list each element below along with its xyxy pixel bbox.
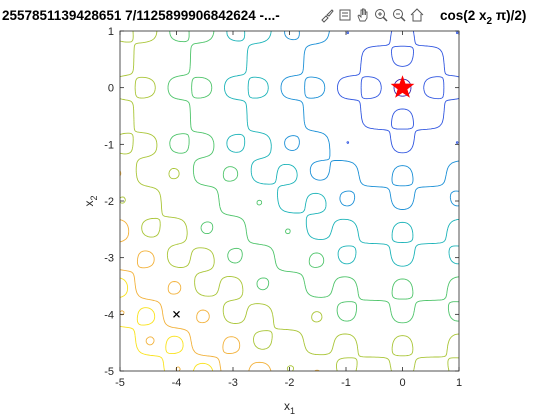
pan-hand-icon: [357, 8, 368, 22]
y-tick-label: -2: [104, 196, 114, 208]
home-button[interactable]: [408, 4, 426, 26]
brush-button[interactable]: [318, 4, 336, 26]
markers: [173, 75, 415, 318]
x-tick-label: -2: [285, 377, 295, 389]
y-tick-label: -5: [104, 366, 114, 378]
data-tips-icon: [339, 9, 351, 21]
data-tips-button[interactable]: [336, 4, 354, 26]
x-tick-label: -4: [172, 377, 182, 389]
y-tick-label: 0: [108, 83, 114, 95]
pan-button[interactable]: [354, 4, 372, 26]
x-tick-label: -5: [115, 377, 125, 389]
contour-level-line: [119, 277, 214, 372]
zoom-out-icon: [393, 9, 406, 22]
contour-level-line: [167, 30, 460, 324]
contour-level-line: [224, 30, 460, 267]
figure-title-left: 2557851139428651 7/1125899906842624 -...…: [2, 8, 280, 23]
y-tick-label: -1: [104, 139, 114, 151]
x-tick-label: 1: [456, 377, 462, 389]
x-tick-label: 0: [399, 377, 405, 389]
contour-level-line: [119, 30, 460, 372]
y-tick-label: -4: [104, 309, 114, 321]
axis-ticks: -5 -4 -3 -2 -1 0 1 -5 -4 -3 -2 -1 0 1: [104, 26, 462, 389]
y-tick-label: 1: [108, 26, 114, 38]
figure-title-right: cos(2 x2 π)/2): [440, 8, 526, 27]
zoom-in-button[interactable]: [372, 4, 390, 26]
contour-level-line: [337, 30, 460, 154]
brush-icon: [321, 9, 334, 23]
optimum-star-marker: [390, 75, 415, 98]
contour-lines: [119, 30, 460, 372]
plot-area: [120, 31, 459, 371]
start-x-marker: [173, 310, 180, 318]
zoom-in-icon: [375, 9, 388, 22]
zoom-out-button[interactable]: [390, 4, 408, 26]
y-axis-label: x2: [82, 195, 99, 206]
x-axis-label: x1: [284, 399, 295, 416]
axes-toolbar: [318, 2, 426, 28]
x-tick-label: -1: [341, 377, 351, 389]
x-tick-label: -3: [228, 377, 238, 389]
contour-level-line: [280, 30, 460, 210]
home-icon: [410, 8, 424, 22]
y-tick-label: -3: [104, 253, 114, 265]
